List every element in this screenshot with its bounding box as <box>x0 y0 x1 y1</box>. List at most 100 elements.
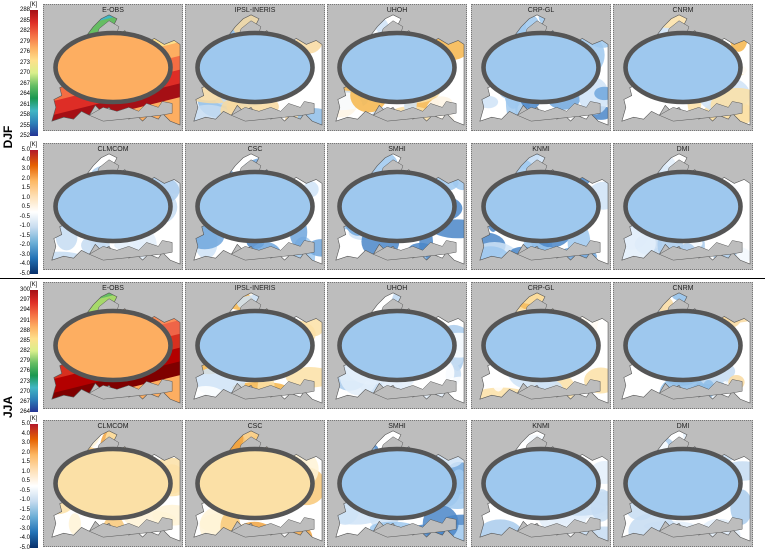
colorbar-tick-label: 1.5 <box>21 459 30 466</box>
mediterranean-sea <box>88 379 173 400</box>
colorbar-tick-label: 261 <box>19 101 30 108</box>
season-label-djf: DJF <box>1 125 15 149</box>
panel-label: E-OBS <box>102 285 124 292</box>
colorbar-tick-label: 4.0 <box>21 156 30 163</box>
colorbar-tick-label: 1.0 <box>21 468 30 475</box>
colorbar-tick-label: 273 <box>19 59 30 66</box>
panel-label: IPSL-INERIS <box>234 7 276 14</box>
iceland-inset <box>623 30 743 105</box>
iceland-inset <box>195 446 315 521</box>
colorbar-tick-label: -1.0 <box>19 223 30 230</box>
colorbar-tick-label: -1.5 <box>19 506 30 513</box>
colorbar-tick-label: 297 <box>19 297 30 304</box>
map-panel-smhi: SMHI <box>327 143 467 270</box>
colorbar-tick-label: 300 <box>19 287 30 293</box>
colorbar-tick-label: 267 <box>19 80 30 87</box>
map-panel-crp-gl: CRP-GL <box>471 4 611 131</box>
colorbar-tick-label: -3.0 <box>19 525 30 532</box>
map-panel-e-obs: E-OBS <box>43 282 183 409</box>
panel-label: CSC <box>247 423 263 430</box>
season-divider <box>0 278 765 279</box>
colorbar-tick-label: 4.0 <box>21 430 30 437</box>
colorbar-tick-label: 288 <box>19 327 30 334</box>
colorbar-tick-label: 264 <box>19 409 30 415</box>
iceland-inset <box>53 30 173 105</box>
colorbar-tick-label: -1.5 <box>19 232 30 239</box>
mediterranean-sea <box>372 101 457 122</box>
map-panel-knmi: KNMI <box>471 420 611 547</box>
colorbar-tick-label: 270 <box>19 70 30 76</box>
map-panel-clmcom: CLMCOM <box>43 143 183 270</box>
iceland-inset <box>623 169 743 244</box>
colorbar-tick-label: -5.0 <box>19 271 30 277</box>
colorbar-tick-label: 285 <box>19 17 30 24</box>
mediterranean-sea <box>516 379 601 400</box>
mediterranean-sea <box>516 517 601 538</box>
panel-label: E-OBS <box>102 7 124 14</box>
map-panel-clmcom: CLMCOM <box>43 420 183 547</box>
bias-region <box>68 513 81 535</box>
mediterranean-sea <box>658 517 743 538</box>
colorbar-tick-label: 282 <box>19 348 30 354</box>
mediterranean-sea <box>658 379 743 400</box>
colorbar-tick-label: -4.0 <box>19 261 30 268</box>
iceland-inset <box>53 308 173 383</box>
colorbar-tick-label: 252 <box>19 133 30 139</box>
colorbar-tick-label: 3.0 <box>21 166 30 173</box>
map-panel-csc: CSC <box>185 420 325 547</box>
colorbar-unit: [K] <box>30 282 38 288</box>
panel-label: DMI <box>676 423 690 430</box>
colorbar-tick-label: 270 <box>19 388 30 395</box>
map-panel-cnrm: CNRM <box>613 282 753 409</box>
colorbar-tick-label: 282 <box>19 28 30 34</box>
colorbar-tick-label: 5.0 <box>21 147 30 153</box>
panel-label: CSC <box>247 146 263 153</box>
bias-region <box>303 92 318 103</box>
map-panel-smhi: SMHI <box>327 420 467 547</box>
mediterranean-sea <box>230 379 315 400</box>
colorbar-tick-label: -0.5 <box>19 213 30 220</box>
colorbar-tick-label: 267 <box>19 398 30 405</box>
map-panel-csc: CSC <box>185 143 325 270</box>
panel-label: SMHI <box>388 423 406 430</box>
map-panel-dmi: DMI <box>613 143 753 270</box>
iceland-inset <box>195 308 315 383</box>
mediterranean-sea <box>372 517 457 538</box>
panel-label: CNRM <box>672 285 694 292</box>
colorbar-tick-label: 3.0 <box>21 440 30 447</box>
map-panel-ipsl-ineris: IPSL-INERIS <box>185 4 325 131</box>
panel-label: KNMI <box>532 423 550 430</box>
panel-label: IPSL-INERIS <box>234 285 276 292</box>
bias-region <box>479 95 499 109</box>
colorbar-tick-label: 258 <box>19 112 30 118</box>
panel-label: CRP-GL <box>527 7 555 14</box>
colorbar-tick-label: -0.5 <box>19 487 30 494</box>
map-panel-cnrm: CNRM <box>613 4 753 131</box>
bias-region <box>594 86 609 101</box>
colorbar-tick-label: -3.0 <box>19 251 30 258</box>
colorbar-tick-label: 255 <box>19 122 30 129</box>
colorbar-tick-label: 1.0 <box>21 194 30 201</box>
panel-label: CRP-GL <box>527 285 555 292</box>
colorbar-tick-label: 0.5 <box>21 478 30 485</box>
mediterranean-sea <box>230 517 315 538</box>
iceland-inset <box>195 169 315 244</box>
colorbar-tick-label: 273 <box>19 378 30 385</box>
iceland-inset <box>337 169 457 244</box>
season-label-jja: JJA <box>1 396 15 419</box>
colorbar-tick-label: 288 <box>19 7 30 13</box>
colorbar-tick-label: 276 <box>19 368 30 375</box>
panel-label: SMHI <box>388 146 406 153</box>
iceland-inset <box>481 308 601 383</box>
bias-region <box>621 225 656 263</box>
mediterranean-sea <box>230 101 315 122</box>
colorbar-gradient <box>30 10 38 136</box>
colorbar-gradient <box>30 290 38 412</box>
bias-region <box>285 367 323 388</box>
iceland-inset <box>623 308 743 383</box>
mediterranean-sea <box>516 240 601 261</box>
colorbar-tick-label: -5.0 <box>19 545 30 551</box>
colorbar-unit: [K] <box>30 2 38 8</box>
mediterranean-sea <box>372 379 457 400</box>
mediterranean-sea <box>516 101 601 122</box>
